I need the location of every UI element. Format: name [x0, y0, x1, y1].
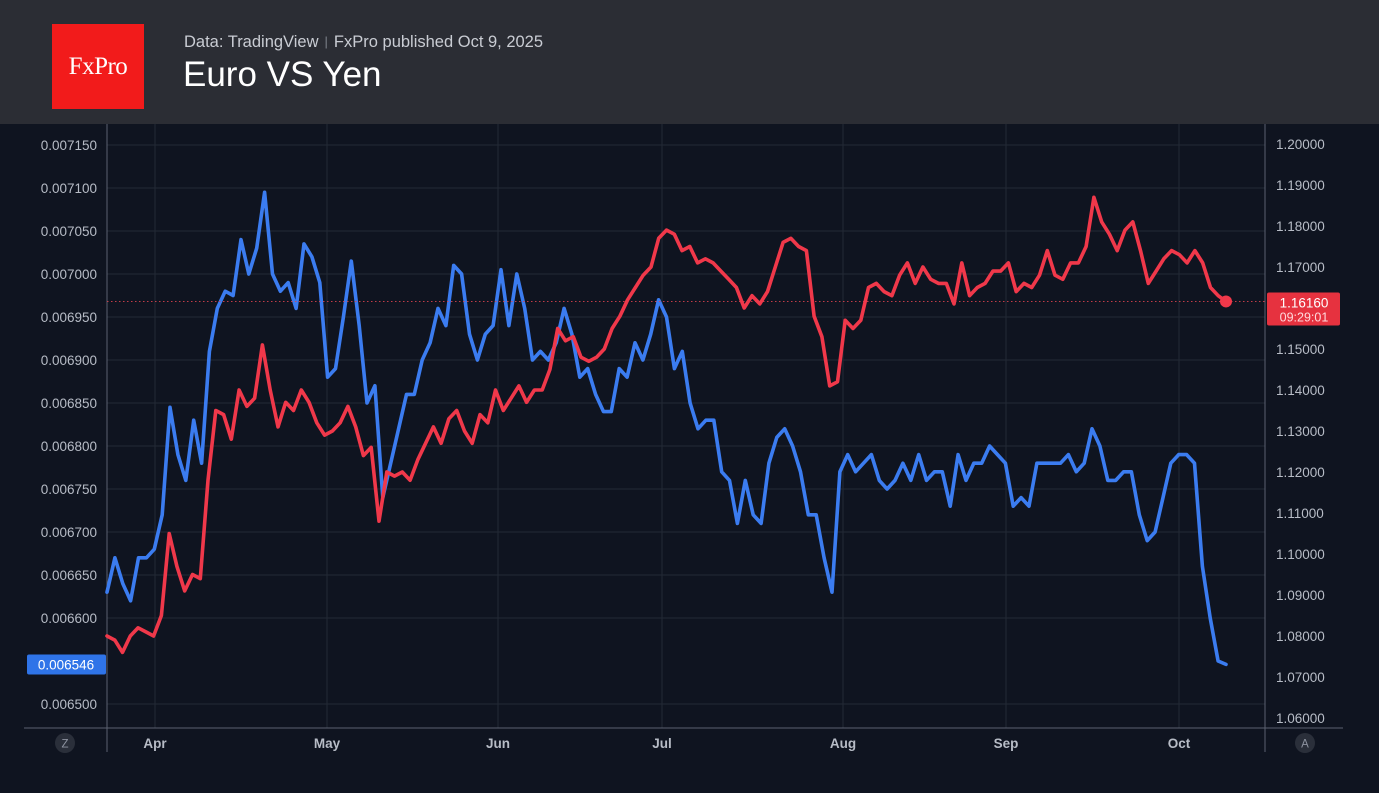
- right-tick-label: 1.13000: [1276, 424, 1325, 439]
- axes: [24, 124, 1343, 752]
- left-tick-label: 0.007100: [41, 181, 97, 196]
- right-tick-label: 1.15000: [1276, 342, 1325, 357]
- left-tick-label: 0.006800: [41, 439, 97, 454]
- fxpro-logo: FxPro: [52, 24, 144, 109]
- right-tick-label: 1.19000: [1276, 178, 1325, 193]
- right-tick-label: 1.08000: [1276, 629, 1325, 644]
- left-tick-label: 0.007150: [41, 138, 97, 153]
- right-tick-label: 1.10000: [1276, 547, 1325, 562]
- red-price-label: 1.16160: [1280, 295, 1329, 310]
- left-tick-label: 0.006500: [41, 697, 97, 712]
- right-tick-label: 1.11000: [1276, 506, 1324, 521]
- chart-area: 0.007150 0.007100 0.007050 0.007000 0.006950…: [0, 124, 1379, 788]
- chart-header: FxPro Data: TradingView | FxPro published …: [0, 0, 1379, 124]
- x-tick-label: Oct: [1168, 736, 1191, 751]
- chart-meta: Data: TradingView | FxPro published Oct 9,…: [184, 33, 543, 52]
- axis-labels: 0.007150 0.007100 0.007050 0.007000 0.006950…: [41, 137, 1325, 753]
- auto-scale-button[interactable]: A: [1295, 733, 1315, 753]
- blue-price-badge: [27, 654, 106, 675]
- red-price-time: 09:29:01: [1280, 310, 1329, 324]
- right-tick-label: 1.06000: [1276, 711, 1325, 726]
- published-date: FxPro published Oct 9, 2025: [333, 33, 544, 51]
- left-tick-label: 0.006750: [41, 482, 97, 497]
- series-lines: [105, 190, 1228, 667]
- left-tick-label: 0.006600: [41, 611, 97, 626]
- left-tick-label: 0.007050: [41, 224, 97, 239]
- right-tick-label: 1.09000: [1276, 588, 1325, 603]
- meta-separator-icon: |: [324, 34, 328, 49]
- right-tick-label: 1.17000: [1276, 260, 1325, 275]
- x-tick-label: May: [314, 736, 341, 751]
- z-scale-button[interactable]: Z: [55, 733, 75, 753]
- red-last-point: [1220, 295, 1232, 308]
- blue-series-line: [105, 190, 1228, 667]
- chart-title: Euro VS Yen: [183, 55, 382, 94]
- left-tick-label: 0.006650: [41, 568, 97, 583]
- data-source: Data: TradingView: [184, 33, 319, 51]
- a-button-label[interactable]: A: [1301, 739, 1309, 751]
- left-tick-label: 0.006850: [41, 396, 97, 411]
- x-tick-label: Apr: [143, 736, 167, 751]
- right-tick-label: 1.14000: [1276, 383, 1325, 398]
- x-tick-label: Sep: [994, 736, 1019, 751]
- x-tick-label: Aug: [830, 736, 856, 751]
- red-series-line: [105, 195, 1228, 655]
- left-tick-label: 0.006950: [41, 310, 97, 325]
- right-tick-label: 1.07000: [1276, 670, 1325, 685]
- red-price-badge: [1267, 292, 1340, 326]
- euro-vs-yen-chart[interactable]: 0.007150 0.007100 0.007050 0.007000 0.006950…: [0, 124, 1379, 788]
- x-tick-label: Jul: [652, 736, 672, 751]
- left-tick-label: 0.006900: [41, 353, 97, 368]
- right-tick-label: 1.20000: [1276, 137, 1325, 152]
- z-button-circle[interactable]: [55, 733, 75, 753]
- blue-price-label: 0.006546: [38, 657, 94, 672]
- right-tick-label: 1.12000: [1276, 465, 1325, 480]
- x-tick-label: Jun: [486, 736, 510, 751]
- left-tick-label: 0.007000: [41, 267, 97, 282]
- left-tick-label: 0.006700: [41, 525, 97, 540]
- a-button-circle[interactable]: [1295, 733, 1315, 753]
- right-tick-label: 1.18000: [1276, 219, 1325, 234]
- z-button-label[interactable]: Z: [61, 739, 68, 751]
